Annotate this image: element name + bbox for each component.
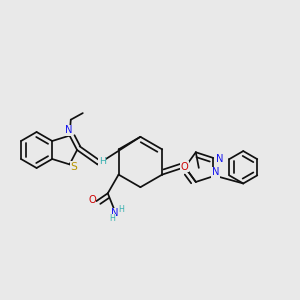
Text: O: O <box>88 195 96 205</box>
Text: S: S <box>70 162 77 172</box>
Text: H: H <box>110 214 116 223</box>
Text: N: N <box>65 125 73 135</box>
Text: H: H <box>118 205 124 214</box>
Text: O: O <box>181 162 188 172</box>
Text: N: N <box>216 154 224 164</box>
Text: N: N <box>212 167 219 177</box>
Text: N: N <box>111 208 119 218</box>
Text: H: H <box>99 157 106 166</box>
